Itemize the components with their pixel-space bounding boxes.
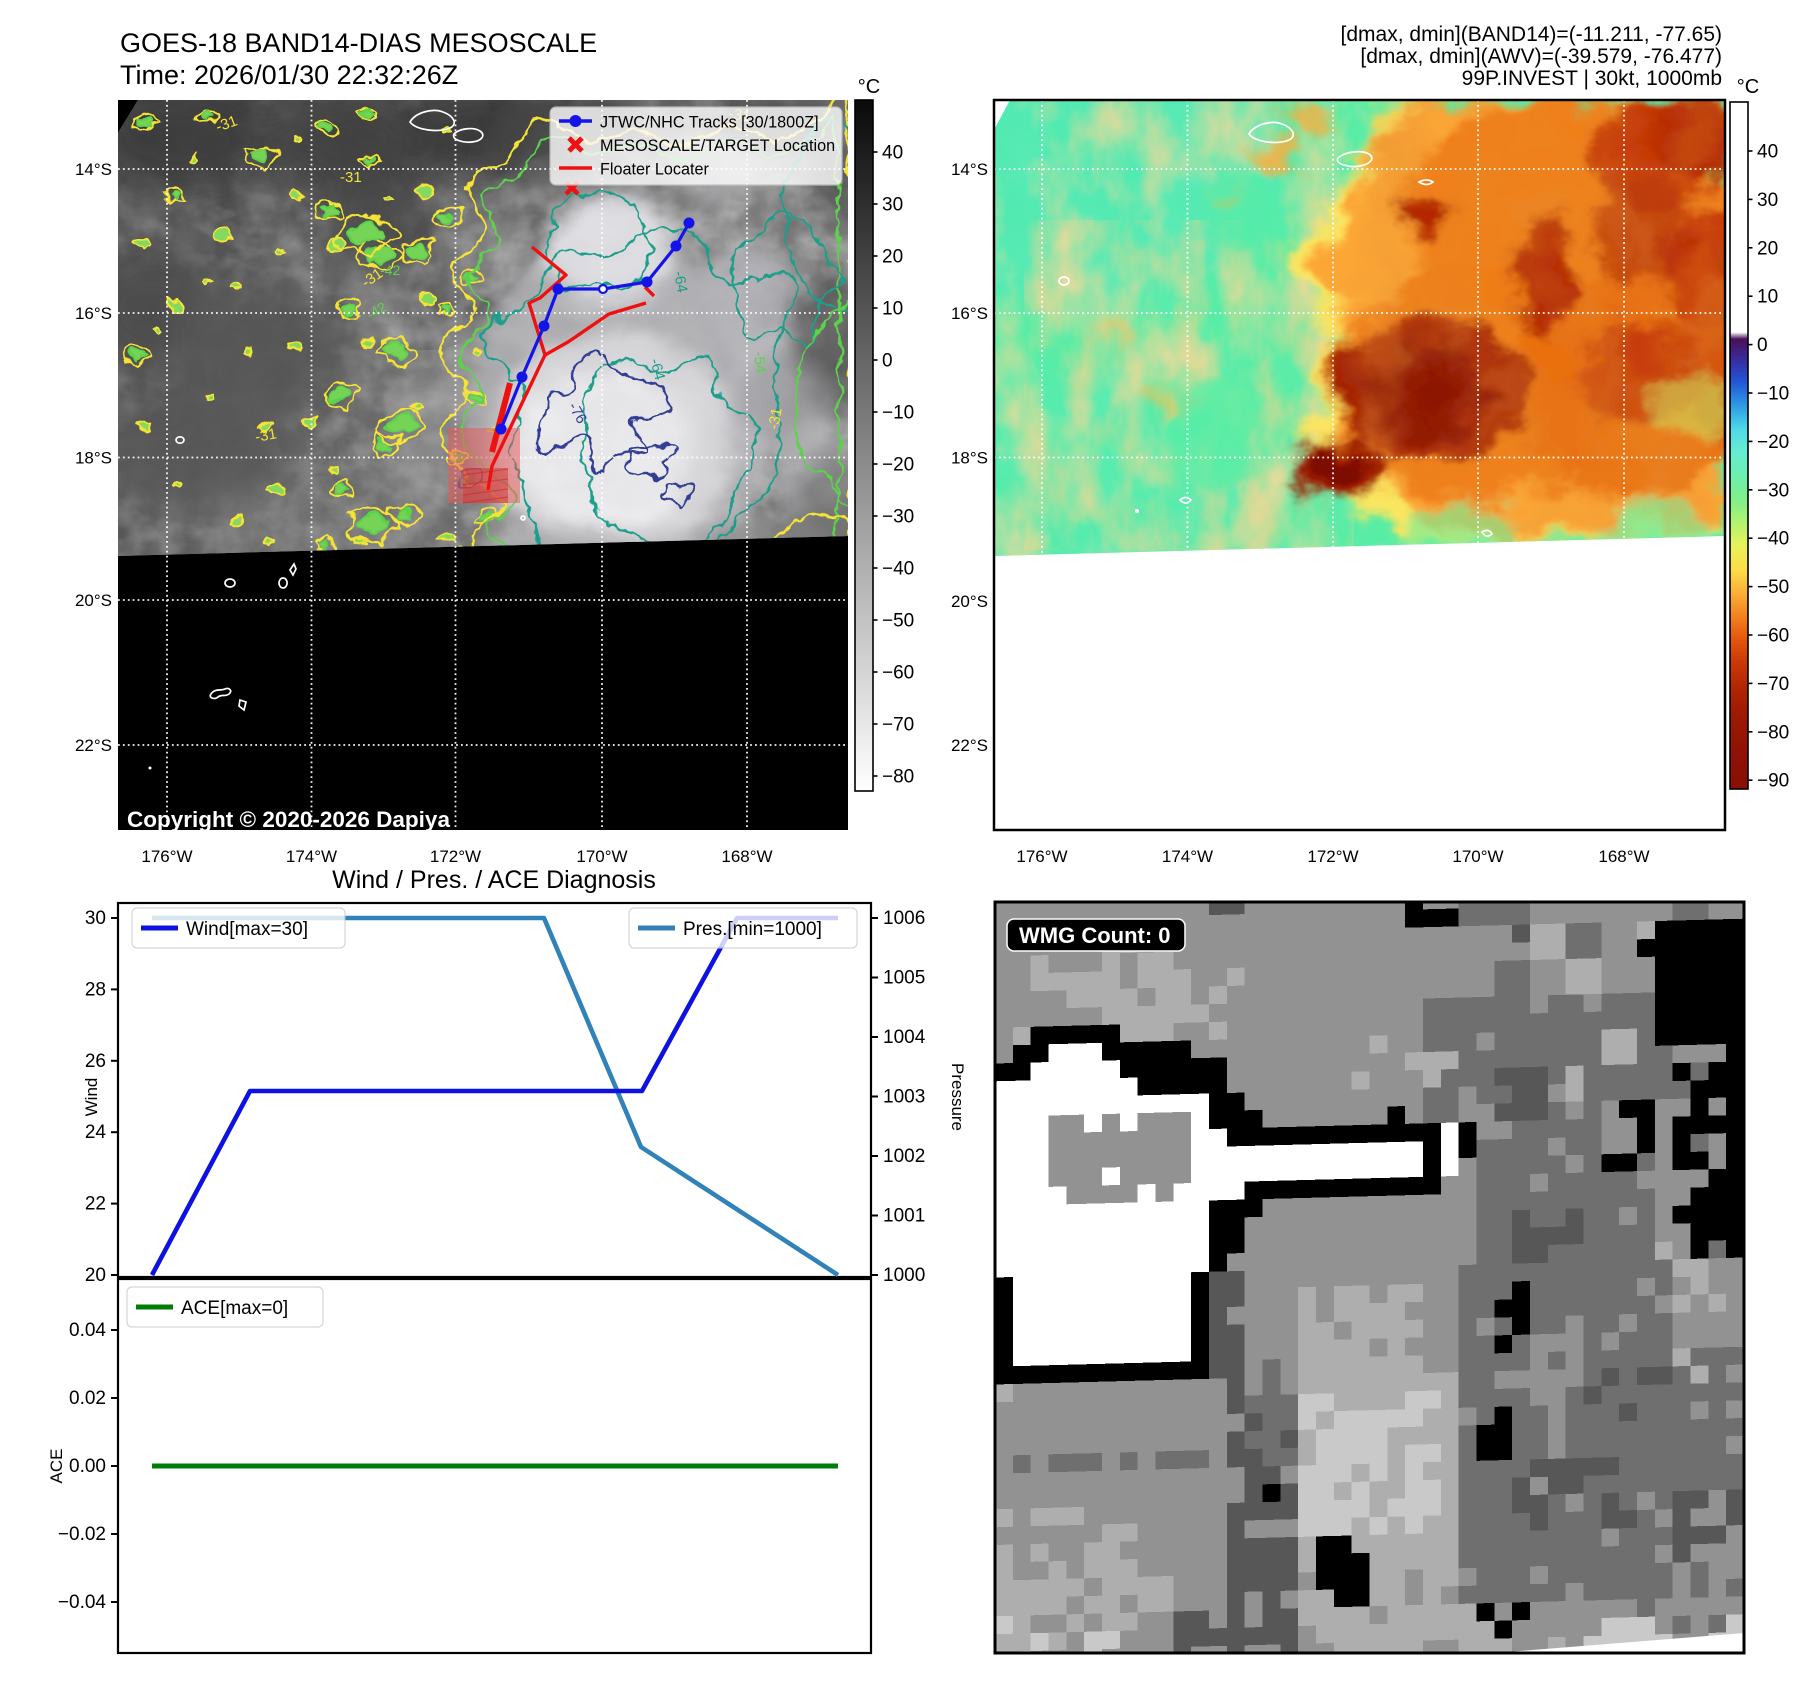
svg-text:99P.INVEST | 30kt, 1000mb: 99P.INVEST | 30kt, 1000mb [1462, 67, 1722, 90]
svg-text:-64: -64 [646, 357, 668, 382]
svg-text:−20: −20 [1757, 432, 1789, 453]
svg-text:40: 40 [882, 143, 903, 164]
svg-text:18°S: 18°S [951, 449, 988, 468]
svg-text:14°S: 14°S [75, 160, 112, 179]
svg-text:168°W: 168°W [721, 847, 772, 866]
svg-text:Wind / Pres. / ACE Diagnosis: Wind / Pres. / ACE Diagnosis [332, 866, 656, 894]
svg-text:−40: −40 [882, 559, 914, 580]
svg-text:−10: −10 [882, 403, 914, 424]
svg-text:-31: -31 [340, 169, 362, 186]
svg-text:168°W: 168°W [1598, 847, 1649, 866]
svg-text:1004: 1004 [883, 1027, 926, 1048]
svg-text:−70: −70 [882, 715, 914, 736]
svg-text:−10: −10 [1757, 384, 1789, 405]
svg-text:172°W: 172°W [430, 847, 481, 866]
svg-text:0.04: 0.04 [69, 1320, 106, 1341]
svg-text:−80: −80 [1757, 722, 1789, 743]
svg-text:172°W: 172°W [1307, 847, 1358, 866]
svg-text:−40: −40 [1757, 529, 1789, 550]
svg-text:0.00: 0.00 [69, 1456, 106, 1477]
svg-text:0: 0 [882, 351, 893, 372]
svg-text:30: 30 [85, 908, 106, 929]
svg-text:°C: °C [858, 76, 880, 98]
svg-text:−30: −30 [882, 507, 914, 528]
svg-text:JTWC/NHC Tracks [30/1800Z]: JTWC/NHC Tracks [30/1800Z] [600, 114, 819, 132]
svg-text:30: 30 [882, 195, 903, 216]
svg-text:0.02: 0.02 [69, 1388, 106, 1409]
svg-text:MESOSCALE/TARGET Location: MESOSCALE/TARGET Location [600, 137, 835, 155]
svg-text:−60: −60 [1757, 626, 1789, 647]
svg-text:16°S: 16°S [75, 304, 112, 323]
svg-text:−50: −50 [1757, 577, 1789, 598]
svg-text:-54: -54 [750, 351, 769, 374]
svg-text:Floater Locater: Floater Locater [600, 161, 709, 179]
svg-text:-31: -31 [214, 112, 240, 135]
svg-text:26: 26 [85, 1051, 106, 1072]
svg-text:22°S: 22°S [75, 736, 112, 755]
svg-text:0: 0 [1757, 335, 1768, 356]
svg-text:−80: −80 [882, 767, 914, 788]
svg-text:1003: 1003 [883, 1087, 925, 1108]
svg-text:20: 20 [882, 247, 903, 268]
svg-text:176°W: 176°W [1016, 847, 1067, 866]
svg-text:176°W: 176°W [141, 847, 192, 866]
svg-text:Wind: Wind [82, 1078, 101, 1117]
svg-text:−50: −50 [882, 611, 914, 632]
svg-text:Wind[max=30]: Wind[max=30] [186, 919, 308, 940]
svg-text:10: 10 [882, 299, 903, 320]
svg-text:ACE: ACE [47, 1449, 66, 1484]
svg-text:-42: -42 [380, 262, 400, 278]
svg-text:Time: 2026/01/30 22:32:26Z: Time: 2026/01/30 22:32:26Z [120, 60, 458, 90]
svg-text:14°S: 14°S [951, 160, 988, 179]
svg-text:Copyright © 2020-2026 Dapiya: Copyright © 2020-2026 Dapiya [127, 807, 450, 832]
svg-text:20°S: 20°S [75, 591, 112, 610]
svg-text:18°S: 18°S [75, 449, 112, 468]
svg-text:170°W: 170°W [576, 847, 627, 866]
svg-text:−60: −60 [882, 663, 914, 684]
svg-text:20°S: 20°S [951, 592, 988, 611]
svg-text:10: 10 [1757, 287, 1778, 308]
svg-text:ACE[max=0]: ACE[max=0] [181, 1298, 288, 1319]
svg-text:1000: 1000 [883, 1265, 925, 1286]
svg-text:174°W: 174°W [286, 847, 337, 866]
svg-text:174°W: 174°W [1162, 847, 1213, 866]
svg-text:1005: 1005 [883, 968, 925, 989]
svg-text:170°W: 170°W [1452, 847, 1503, 866]
svg-text:Pressure: Pressure [948, 1063, 967, 1131]
svg-text:−90: −90 [1757, 771, 1789, 792]
svg-text:1002: 1002 [883, 1146, 925, 1167]
svg-text:−0.02: −0.02 [58, 1524, 106, 1545]
svg-text:GOES-18 BAND14-DIAS MESOSCALE: GOES-18 BAND14-DIAS MESOSCALE [120, 28, 597, 58]
svg-text:−70: −70 [1757, 674, 1789, 695]
svg-text:[dmax, dmin](AWV)=(-39.579, -7: [dmax, dmin](AWV)=(-39.579, -76.477) [1360, 45, 1722, 68]
svg-text:1001: 1001 [883, 1206, 925, 1227]
svg-text:24: 24 [85, 1122, 107, 1143]
svg-text:-64: -64 [670, 270, 691, 294]
svg-text:1006: 1006 [883, 908, 925, 929]
svg-text:°C: °C [1737, 76, 1759, 98]
svg-text:20: 20 [1757, 238, 1778, 259]
svg-text:-31: -31 [254, 425, 278, 446]
svg-text:30: 30 [1757, 190, 1778, 211]
svg-text:22°S: 22°S [951, 736, 988, 755]
svg-text:40: 40 [1757, 142, 1778, 163]
svg-text:-31: -31 [765, 406, 786, 430]
svg-text:16°S: 16°S [951, 304, 988, 323]
svg-text:20: 20 [85, 1265, 106, 1286]
svg-text:22: 22 [85, 1194, 106, 1215]
svg-text:28: 28 [85, 979, 106, 1000]
svg-text:−30: −30 [1757, 480, 1789, 501]
svg-text:Pres.[min=1000]: Pres.[min=1000] [683, 919, 822, 940]
svg-text:[dmax, dmin](BAND14)=(-11.211,: [dmax, dmin](BAND14)=(-11.211, -77.65) [1341, 23, 1722, 46]
svg-text:−20: −20 [882, 455, 914, 476]
svg-text:−0.04: −0.04 [58, 1592, 107, 1613]
svg-text:WMG Count: 0: WMG Count: 0 [1019, 923, 1171, 948]
